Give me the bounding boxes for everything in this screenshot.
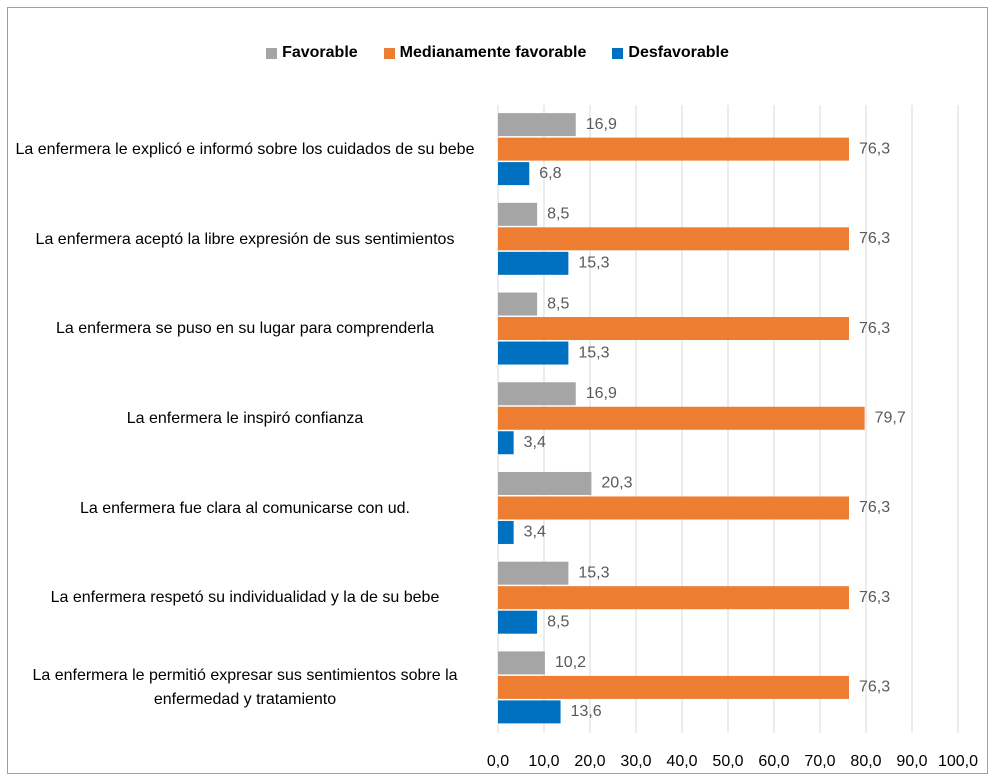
bar — [498, 341, 569, 365]
category-label: La enfermera respetó su individualidad y… — [50, 589, 440, 607]
bar — [498, 561, 569, 585]
bar — [498, 431, 514, 455]
data-label: 20,3 — [601, 475, 632, 492]
legend-swatch — [383, 47, 395, 59]
legend-swatch — [266, 47, 278, 59]
data-label: 15,3 — [578, 564, 609, 581]
x-tick-label: 60,0 — [758, 753, 789, 770]
category-label: La enfermera le permitió expresar sus se… — [32, 667, 458, 709]
data-label: 8,5 — [547, 206, 569, 223]
x-tick-label: 0,0 — [487, 753, 509, 770]
data-label: 8,5 — [547, 613, 569, 630]
bar — [498, 586, 849, 610]
data-label: 3,4 — [524, 524, 546, 541]
bar — [498, 162, 530, 186]
bar — [498, 317, 849, 341]
legend-item: Medianamente favorable — [383, 44, 587, 62]
legend-label: Medianamente favorable — [399, 44, 587, 61]
legend: Favorable Medianamente favorable Desfavora… — [0, 44, 995, 62]
bar — [498, 471, 592, 495]
category-label: La enfermera se puso en su lugar para co… — [56, 320, 434, 338]
bar — [498, 700, 561, 724]
data-label: 6,8 — [539, 165, 561, 182]
category-label: La enfermera le inspiró confianza — [126, 410, 364, 427]
data-label: 13,6 — [571, 703, 602, 720]
data-label: 76,3 — [859, 140, 890, 157]
legend-item: Favorable — [266, 44, 358, 62]
x-tick-label: 70,0 — [804, 753, 835, 770]
data-label: 10,2 — [555, 654, 586, 671]
data-label: 3,4 — [524, 434, 546, 451]
data-label: 15,3 — [578, 255, 609, 272]
x-tick-label: 90,0 — [896, 753, 927, 770]
bar — [498, 675, 849, 699]
legend-label: Favorable — [282, 44, 358, 61]
x-tick-label: 20,0 — [574, 753, 605, 770]
bar — [498, 520, 514, 544]
data-label: 16,9 — [586, 116, 617, 133]
legend-swatch — [612, 47, 624, 59]
data-label: 16,9 — [586, 385, 617, 402]
bar — [498, 610, 538, 634]
data-label: 76,3 — [859, 589, 890, 606]
x-tick-label: 40,0 — [666, 753, 697, 770]
data-label: 76,3 — [859, 230, 890, 247]
data-label: 15,3 — [578, 344, 609, 361]
category-label: La enfermera le explicó e informó sobre … — [15, 140, 475, 158]
bar — [498, 202, 538, 226]
bar — [498, 227, 849, 251]
data-label: 8,5 — [547, 295, 569, 312]
bar — [498, 406, 865, 430]
legend-label: Desfavorable — [628, 44, 729, 61]
category-label: La enfermera fue clara al comunicarse co… — [80, 499, 410, 517]
data-label: 76,3 — [859, 499, 890, 516]
x-tick-label: 50,0 — [712, 753, 743, 770]
bar — [498, 651, 545, 675]
bar — [498, 292, 538, 316]
x-tick-label: 30,0 — [620, 753, 651, 770]
data-label: 76,3 — [859, 679, 890, 696]
bar — [498, 382, 576, 406]
data-label: 76,3 — [859, 320, 890, 337]
bar — [498, 113, 576, 137]
x-tick-label: 100,0 — [938, 753, 978, 770]
category-label: La enfermera aceptó la libre expresión d… — [35, 230, 455, 248]
chart-border — [7, 7, 988, 774]
bar — [498, 496, 849, 520]
bar — [498, 137, 849, 161]
data-label: 79,7 — [875, 409, 906, 426]
legend-item: Desfavorable — [612, 44, 729, 62]
x-tick-label: 10,0 — [528, 753, 559, 770]
x-tick-label: 80,0 — [850, 753, 881, 770]
bar — [498, 251, 569, 275]
